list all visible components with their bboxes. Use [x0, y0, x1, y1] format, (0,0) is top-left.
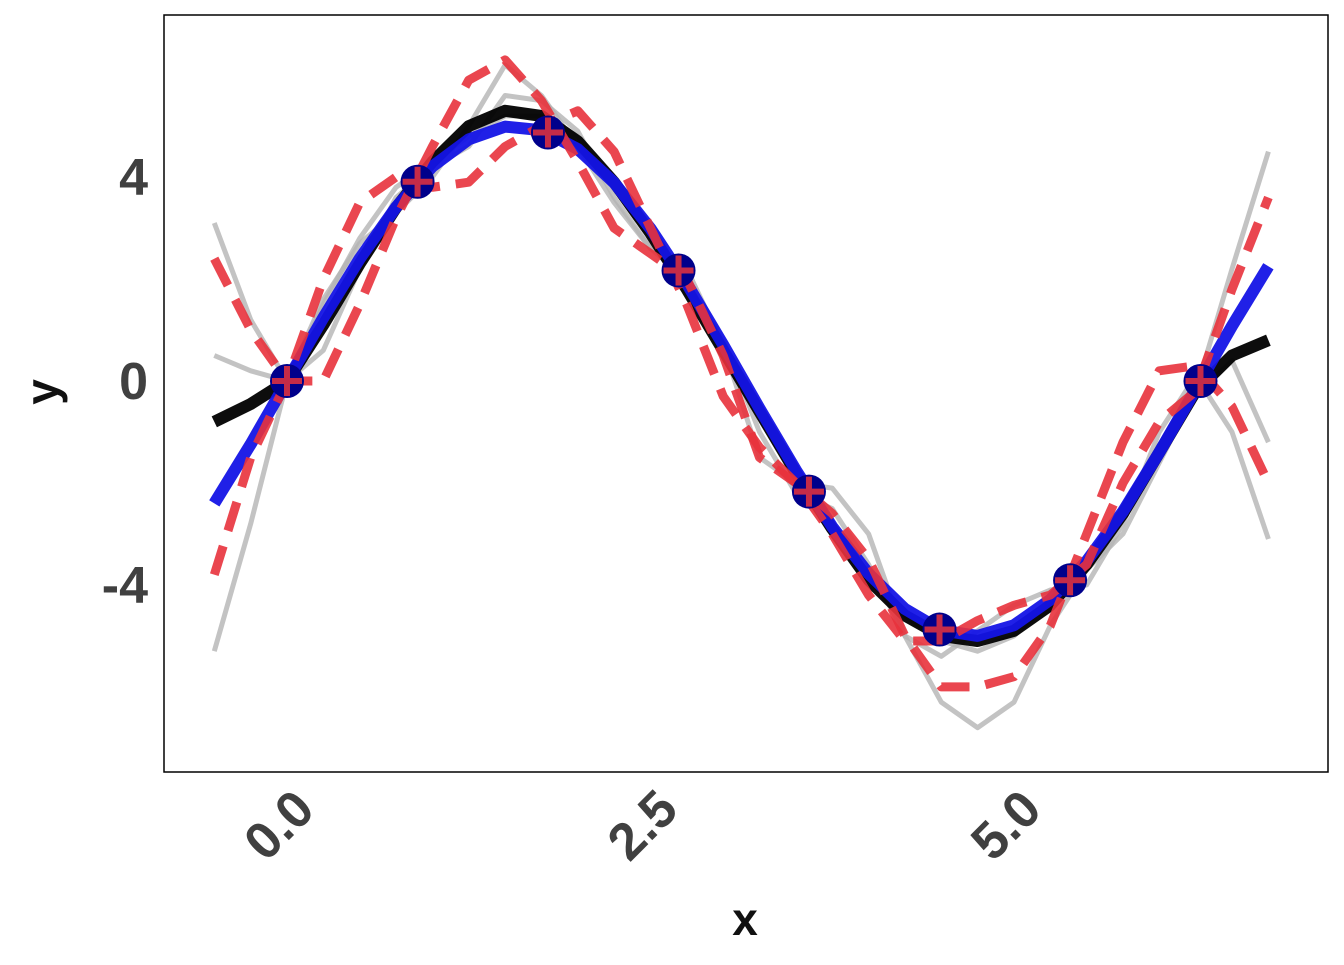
point-marker — [532, 117, 563, 148]
point-marker — [663, 255, 694, 286]
y-tick-label: -4 — [102, 557, 148, 615]
plot-area — [209, 55, 1274, 731]
point-marker — [793, 476, 824, 507]
point-marker — [272, 366, 303, 397]
x-tick-label: 2.5 — [597, 779, 689, 871]
point-marker — [1185, 366, 1216, 397]
dashed-line — [210, 55, 1273, 692]
dashed-line — [210, 106, 1273, 646]
y-tick-label: 4 — [119, 149, 148, 207]
x-tick-label: 5.0 — [960, 779, 1052, 871]
point-marker — [1055, 565, 1086, 596]
plot-frame — [163, 14, 1329, 773]
x-axis-label: x — [732, 893, 758, 945]
line — [209, 120, 1274, 642]
y-tick-label: 0 — [119, 353, 148, 411]
point-marker — [924, 614, 955, 645]
x-tick-label: 0.0 — [233, 779, 325, 871]
point-marker — [402, 166, 433, 197]
y-axis-label: y — [16, 379, 68, 405]
